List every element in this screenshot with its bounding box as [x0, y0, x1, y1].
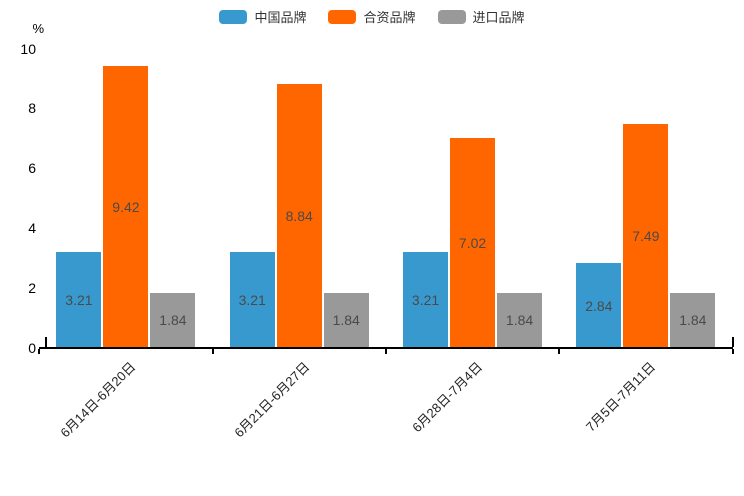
axis-tick [38, 349, 41, 354]
legend: 中国品牌 合资品牌 进口品牌 [0, 7, 744, 26]
bar-series-1-group-1 [276, 83, 322, 348]
bar-value-label: 8.84 [285, 207, 313, 224]
bar-series-0-group-1 [229, 252, 275, 348]
bar-value-label: 1.84 [679, 312, 707, 329]
legend-label: 中国品牌 [254, 10, 307, 25]
bar-value-label: 3.21 [65, 292, 93, 308]
legend-swatch-icon [437, 9, 466, 24]
legend-item-2[interactable]: 进口品牌 [437, 7, 525, 26]
bar-value-label: 1.84 [505, 312, 534, 329]
bar-value-label: 1.84 [332, 312, 360, 329]
legend-label: 合资品牌 [363, 10, 416, 25]
y-tick-label: 6 [28, 160, 36, 177]
y-tick-label: 8 [28, 100, 36, 117]
bar-value-label: 7.02 [458, 235, 487, 252]
y-tick-label: 4 [28, 219, 36, 236]
y-tick-label: 2 [28, 279, 36, 296]
x-axis-line [39, 347, 733, 349]
bar-series-2-group-0 [150, 292, 196, 348]
bar-value-label: 2.84 [585, 297, 613, 314]
bar-value-label: 3.21 [411, 292, 440, 308]
bar-series-1-group-0 [103, 66, 149, 348]
bar-series-1-group-3 [623, 124, 669, 348]
y-axis-unit-label: % [32, 21, 44, 36]
bar-value-label: 9.42 [112, 199, 140, 216]
axis-tick [211, 349, 214, 354]
legend-item-0[interactable]: 中国品牌 [219, 7, 306, 26]
axis-endcap [731, 337, 734, 347]
axis-endcap [45, 337, 48, 347]
legend-item-1[interactable]: 合资品牌 [328, 7, 416, 26]
axis-tick [558, 349, 561, 354]
bar-series-0-group-2 [403, 252, 449, 348]
bar-value-label: 7.49 [632, 228, 660, 245]
bar-series-2-group-3 [670, 292, 716, 348]
x-tick-label: 7月5日-7月11日 [583, 359, 659, 435]
bar-series-2-group-1 [323, 292, 369, 348]
bar-value-label: 1.84 [159, 312, 187, 329]
axis-tick [384, 349, 387, 354]
bar-series-0-group-3 [576, 263, 622, 348]
x-tick-label: 6月14日-6月20日 [57, 359, 139, 441]
legend-label: 进口品牌 [472, 10, 525, 25]
x-tick-label: 6月21日-6月27日 [230, 359, 312, 441]
y-tick-label: 0 [28, 339, 36, 356]
legend-swatch-icon [219, 9, 248, 24]
bar-value-label: 3.21 [238, 292, 266, 308]
bar-series-2-group-2 [497, 292, 543, 348]
y-tick-label: 10 [20, 40, 36, 57]
axis-tick [731, 349, 734, 354]
legend-swatch-icon [328, 9, 357, 24]
x-tick-label: 6月28日-7月4日 [409, 359, 486, 436]
bar-series-1-group-2 [450, 138, 496, 348]
bar-series-0-group-0 [56, 252, 102, 348]
